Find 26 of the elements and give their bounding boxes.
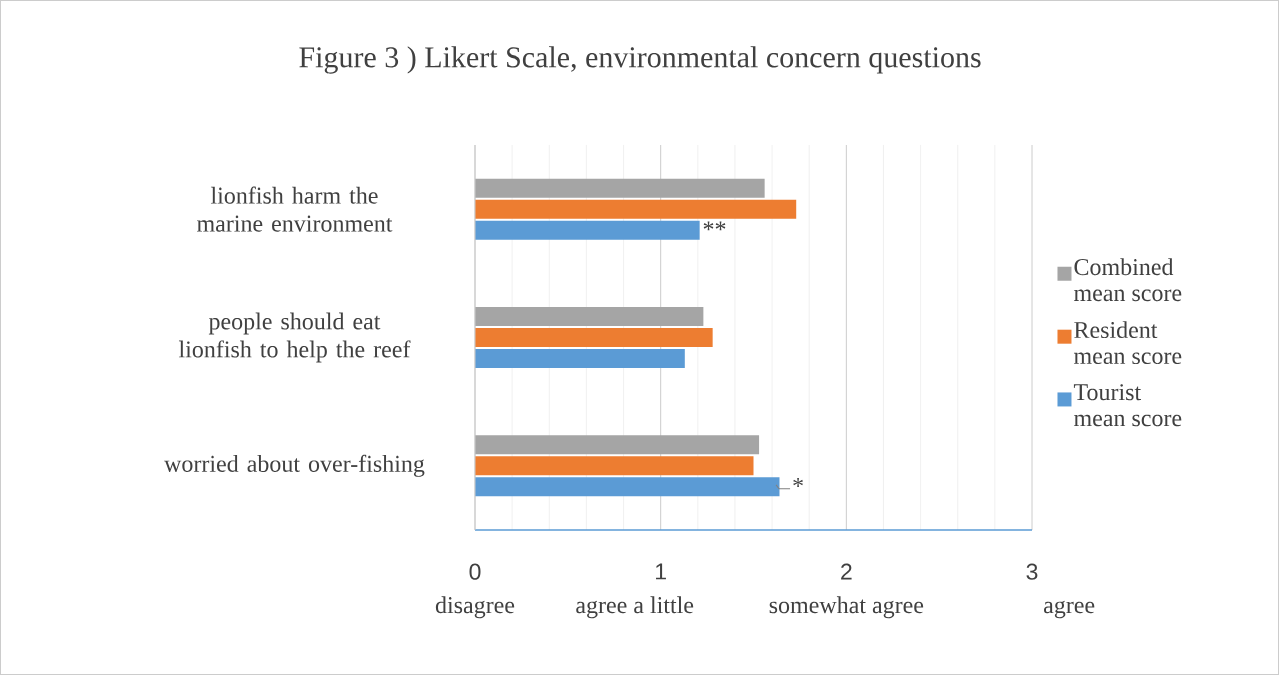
text: agree	[1044, 600, 1095, 619]
bar	[475, 328, 713, 347]
chart-title: Figure 3 ) Likert Scale, environmental concern questions	[299, 46, 981, 74]
legend-label: Resident mean score	[1073, 321, 1182, 365]
x-tick-label: 0	[469, 563, 481, 580]
x-tick-label: 2	[841, 563, 852, 580]
bar	[475, 199, 797, 219]
legend-label: Combined mean score	[1073, 258, 1182, 302]
bar	[475, 307, 704, 326]
y-tick-label: people should eat lionfish to help the reef	[178, 312, 411, 363]
bar	[475, 349, 685, 368]
legend-label: Tourist mean score	[1073, 384, 1182, 427]
annotation: *	[793, 478, 803, 487]
text: somewhat agree	[769, 596, 924, 619]
y-tick-label: lionfish harm the marine environment	[197, 186, 393, 232]
text: disagree	[435, 596, 515, 619]
x-tick-label: 1	[656, 563, 666, 580]
bar	[475, 178, 765, 198]
bar	[475, 477, 780, 497]
bar	[475, 220, 700, 240]
bar	[475, 456, 754, 476]
bar	[475, 435, 760, 455]
x-tick-label: 3	[1026, 563, 1038, 580]
text: agree a little	[576, 596, 694, 619]
annotation: **	[703, 221, 726, 231]
y-tick-label: worried about over-fishing	[164, 454, 425, 477]
